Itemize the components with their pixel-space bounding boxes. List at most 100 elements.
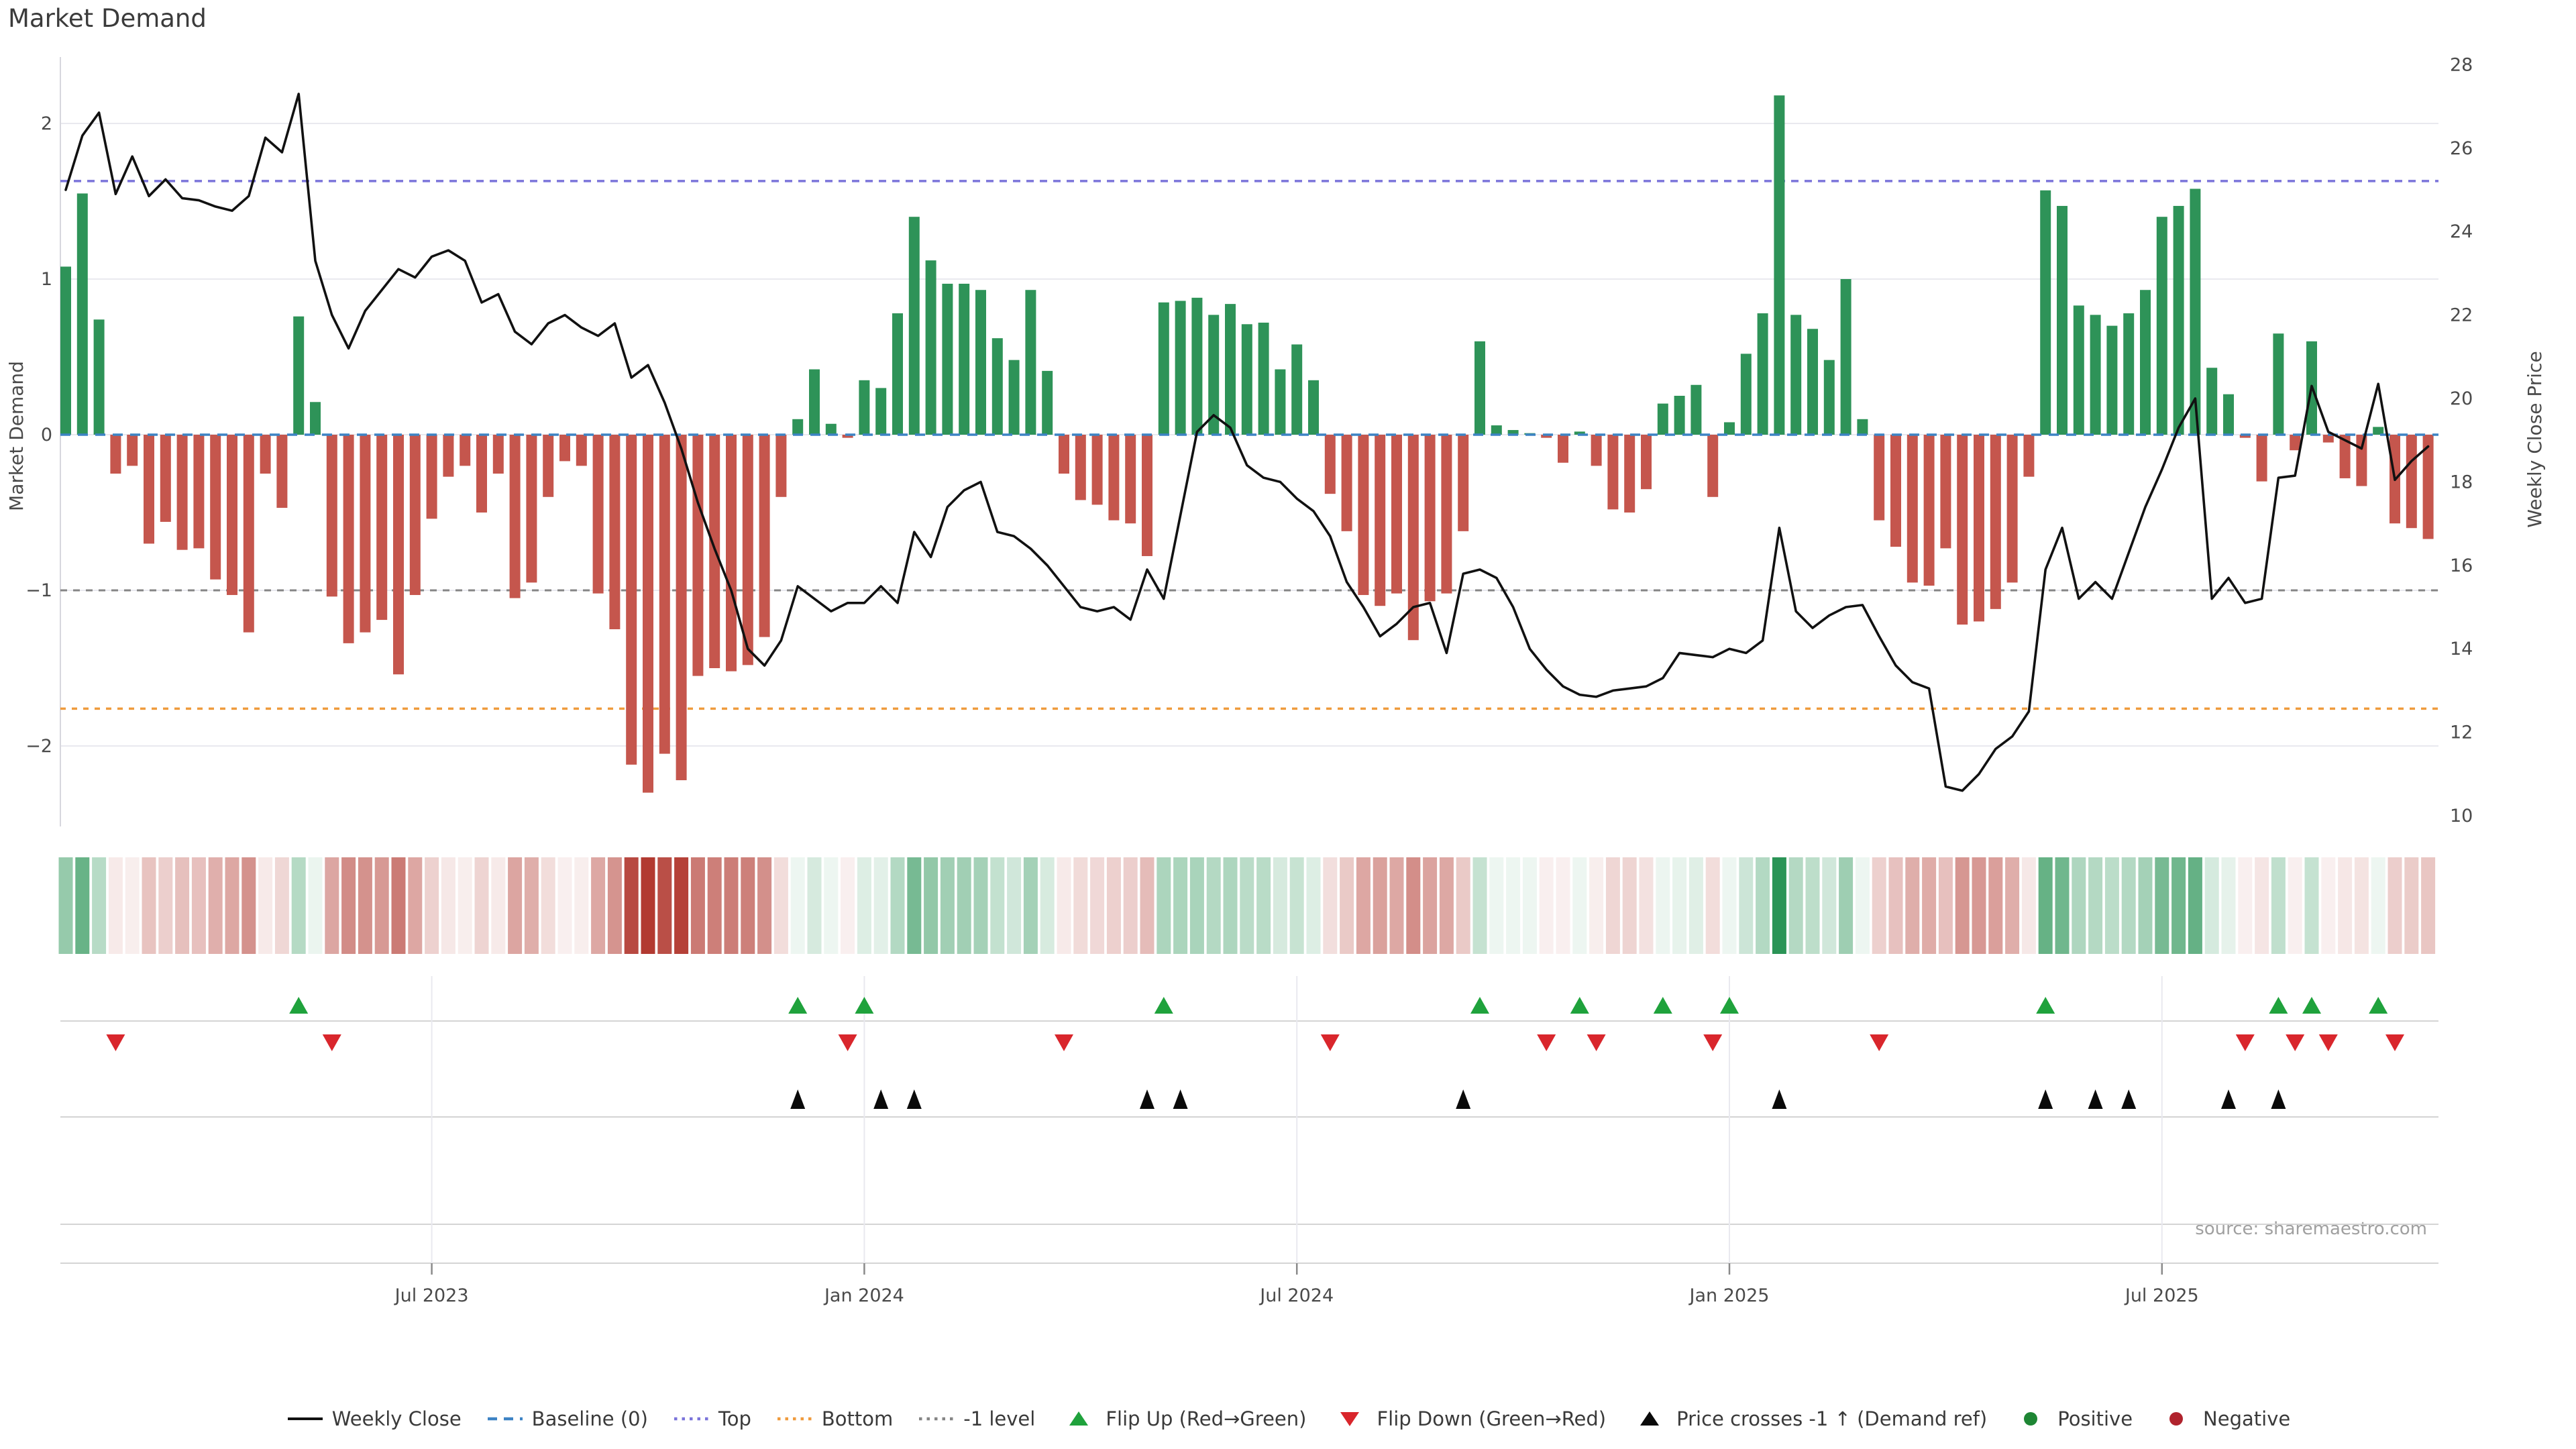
demand-bars bbox=[60, 95, 2434, 793]
heatmap-cell bbox=[707, 857, 722, 954]
heatmap-cell bbox=[1106, 857, 1121, 954]
flip-up-triangle-icon bbox=[2036, 997, 2055, 1014]
demand-bar bbox=[1175, 301, 1186, 435]
demand-bar bbox=[1407, 435, 1419, 641]
demand-bar bbox=[227, 435, 237, 595]
dotted-line-swatch bbox=[919, 1417, 955, 1421]
heatmap-cell bbox=[508, 857, 523, 954]
demand-bar bbox=[842, 435, 853, 438]
y-left-tick-label: −2 bbox=[25, 736, 52, 757]
flip-down-markers bbox=[106, 1034, 2404, 1051]
demand-bar bbox=[1125, 435, 1136, 524]
flip-down-triangle-icon bbox=[838, 1034, 857, 1051]
legend-item-label: Price crosses -1 ↑ (Demand ref) bbox=[1676, 1407, 1988, 1430]
heatmap-cell bbox=[940, 857, 955, 954]
demand-bar bbox=[1059, 435, 1069, 474]
y-right-tick-label: 28 bbox=[2450, 54, 2473, 75]
flip-up-triangle-icon bbox=[2369, 997, 2388, 1014]
heatmap-cell bbox=[757, 857, 772, 954]
heatmap-cell bbox=[1023, 857, 1038, 954]
heatmap-cell bbox=[2371, 857, 2385, 954]
heatmap-cell bbox=[441, 857, 455, 954]
demand-bar bbox=[626, 435, 637, 765]
heatmap-cell bbox=[1423, 857, 1438, 954]
heatmap-cell bbox=[142, 857, 156, 954]
heatmap-cell bbox=[1922, 857, 1937, 954]
demand-bar bbox=[1940, 435, 1951, 549]
demand-bar bbox=[293, 316, 305, 435]
heatmap-cell bbox=[1240, 857, 1254, 954]
demand-bar bbox=[1158, 302, 1169, 435]
flip-down-triangle-icon bbox=[1320, 1034, 1340, 1051]
demand-bar bbox=[1790, 315, 1802, 435]
y-right-tick-label: 16 bbox=[2450, 555, 2473, 576]
flip-down-triangle-icon bbox=[2235, 1034, 2255, 1051]
demand-bar bbox=[659, 435, 670, 754]
heatmap-cell bbox=[1306, 857, 1321, 954]
heatmap-cell bbox=[158, 857, 173, 954]
demand-bar bbox=[2322, 435, 2334, 443]
heatmap-cell bbox=[125, 857, 140, 954]
heatmap-cell bbox=[2138, 857, 2153, 954]
price-cross-triangle-icon bbox=[2221, 1089, 2236, 1109]
legend-item-label: Positive bbox=[2057, 1407, 2133, 1430]
demand-bar bbox=[809, 369, 820, 435]
demand-bar bbox=[1241, 324, 1252, 435]
heatmap-cell bbox=[574, 857, 589, 954]
demand-bar bbox=[1591, 435, 1602, 466]
demand-bar bbox=[60, 266, 71, 435]
heatmap-cell bbox=[374, 857, 389, 954]
demand-bar bbox=[1291, 344, 1303, 435]
demand-bar bbox=[1707, 435, 1719, 497]
y-right-tick-label: 10 bbox=[2450, 806, 2473, 826]
heatmap-cell bbox=[1705, 857, 1720, 954]
heatmap-cell bbox=[857, 857, 871, 954]
heatmap-cell bbox=[1456, 857, 1470, 954]
price-cross-triangle-icon bbox=[2121, 1089, 2137, 1109]
heatmap-cell bbox=[1756, 857, 1770, 954]
demand-bar bbox=[1324, 435, 1336, 494]
heatmap-cell bbox=[690, 857, 705, 954]
heatmap-cell bbox=[957, 857, 971, 954]
heatmap-cell bbox=[1888, 857, 1903, 954]
heatmap-cell bbox=[1988, 857, 2003, 954]
heatmap-cell bbox=[75, 857, 90, 954]
heatmap-cell bbox=[2055, 857, 2070, 954]
x-tick-label: Jul 2024 bbox=[1258, 1285, 1334, 1306]
y-right-tick-label: 18 bbox=[2450, 472, 2473, 492]
demand-bar bbox=[2106, 325, 2118, 435]
dashed-line-swatch bbox=[487, 1417, 523, 1421]
dotted-line-swatch bbox=[777, 1417, 812, 1421]
heatmap-cell bbox=[1822, 857, 1837, 954]
heatmap-cell bbox=[2204, 857, 2219, 954]
x-axis: Jul 2023 Jan 2024 Jul 2024 Jan 2025 Jul 2025 bbox=[394, 1263, 2199, 1306]
y-right-tick-label: 14 bbox=[2450, 639, 2473, 659]
demand-bar bbox=[376, 435, 388, 621]
legend-item-label: Weekly Close bbox=[331, 1407, 462, 1430]
demand-bar bbox=[443, 435, 454, 477]
heatmap-cell bbox=[1040, 857, 1055, 954]
flip-up-triangle-icon bbox=[788, 997, 808, 1014]
demand-bar bbox=[1441, 435, 1452, 594]
demand-bar bbox=[1091, 435, 1103, 505]
demand-bar bbox=[210, 435, 221, 580]
legend-item-label: Bottom bbox=[821, 1407, 894, 1430]
y-right-tick-label: 12 bbox=[2450, 722, 2473, 743]
demand-bar bbox=[792, 419, 804, 435]
demand-bar bbox=[2123, 313, 2135, 435]
demand-bar bbox=[2373, 427, 2384, 435]
legend-item-label: Flip Up (Red→Green) bbox=[1106, 1407, 1307, 1430]
heatmap-cell bbox=[1472, 857, 1487, 954]
heatmap-cell bbox=[541, 857, 555, 954]
flip-down-triangle-icon bbox=[2286, 1034, 2305, 1051]
legend-item: Weekly Close bbox=[286, 1407, 462, 1430]
heatmap-cell bbox=[2338, 857, 2353, 954]
demand-bar bbox=[1025, 290, 1036, 435]
flip-up-triangle-icon bbox=[1570, 997, 1589, 1014]
heatmap-cell bbox=[1639, 857, 1654, 954]
demand-bar bbox=[2073, 305, 2084, 435]
demand-bar bbox=[93, 319, 105, 435]
price-cross-triangle-icon bbox=[2088, 1089, 2103, 1109]
triangle-up-icon bbox=[1640, 1411, 1660, 1426]
heatmap-cell bbox=[2155, 857, 2169, 954]
